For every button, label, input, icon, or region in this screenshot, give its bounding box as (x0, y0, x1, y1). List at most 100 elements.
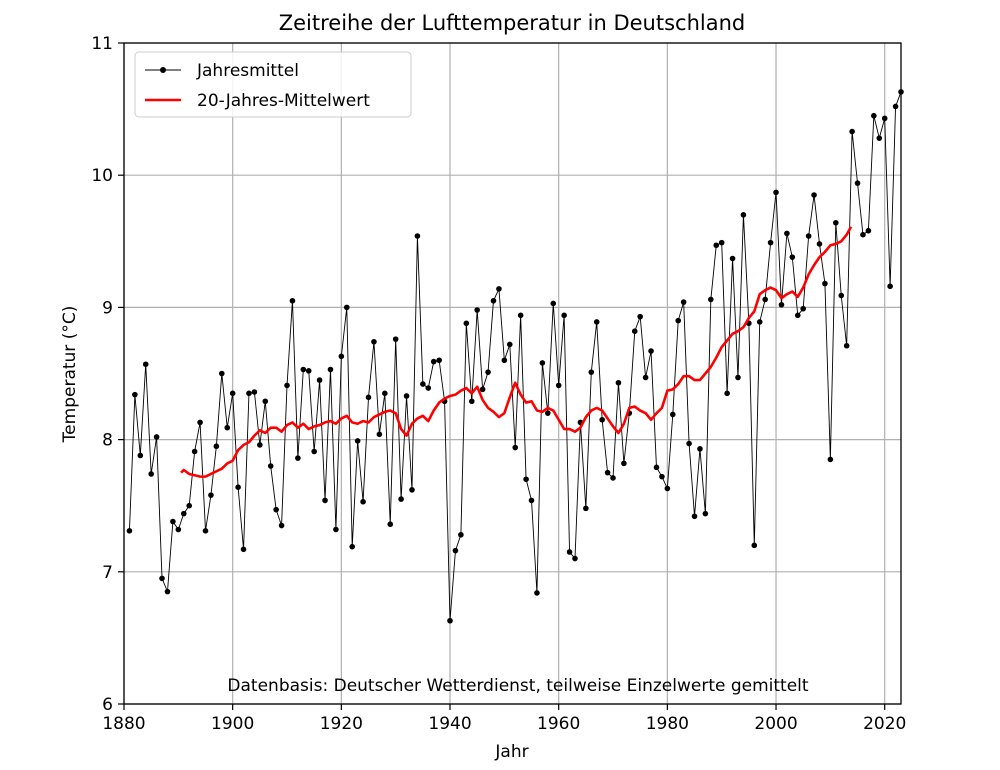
data-point (604, 469, 611, 476)
y-tick-label: 10 (91, 166, 113, 186)
data-point (534, 590, 540, 596)
data-point (316, 377, 323, 383)
data-point (170, 518, 176, 525)
data-point (240, 546, 247, 553)
data-point (789, 254, 796, 260)
legend: Jahresmittel 20-Jahres-Mittelwert (134, 51, 412, 118)
grid (123, 42, 901, 705)
data-point (273, 506, 279, 513)
data-point (197, 419, 203, 426)
data-point (430, 358, 437, 365)
data-point (360, 498, 366, 505)
data-point (729, 255, 736, 262)
data-point (773, 189, 779, 196)
data-point (555, 382, 562, 389)
data-point (186, 502, 192, 509)
data-point (213, 443, 220, 450)
x-axis-label: Jahr (494, 742, 528, 762)
data-point (751, 542, 758, 549)
data-point (740, 212, 747, 218)
data-point (392, 336, 399, 342)
data-point (447, 617, 453, 624)
legend-label-jahresmittel: Jahresmittel (196, 61, 299, 81)
data-point (202, 528, 209, 534)
data-point (664, 485, 671, 492)
data-source-annotation: Datenbasis: Deutscher Wetterdienst, teil… (227, 676, 808, 696)
data-point (653, 464, 660, 471)
data-point (843, 342, 850, 349)
data-point (262, 398, 269, 405)
data-point (284, 382, 290, 389)
data-point (528, 497, 535, 504)
x-tick-label: 1940 (428, 714, 471, 734)
data-point (349, 543, 356, 550)
series-line-20-jahres-mittelwert (180, 226, 853, 478)
y-tick-label: 9 (102, 298, 113, 318)
data-point (387, 521, 394, 528)
data-point (724, 390, 730, 397)
data-point (588, 369, 595, 375)
data-point (333, 526, 339, 533)
data-point (267, 463, 274, 469)
data-point (159, 575, 165, 582)
y-tick-label: 11 (91, 34, 113, 54)
data-point (838, 292, 845, 299)
y-axis-ticks: 6 7 8 9 10 11 (91, 34, 124, 715)
data-point (289, 297, 296, 304)
data-point (860, 231, 866, 238)
data-point (561, 312, 567, 319)
data-point (615, 379, 622, 386)
data-point (805, 233, 812, 239)
data-point (523, 476, 529, 483)
x-tick-label: 1960 (537, 714, 580, 734)
data-point (708, 296, 714, 303)
data-point (382, 390, 388, 397)
data-point (132, 391, 138, 398)
data-point (425, 385, 432, 391)
data-point (219, 370, 225, 377)
data-point (637, 313, 643, 320)
data-point (414, 233, 421, 239)
data-point (436, 357, 442, 364)
data-point (887, 283, 893, 290)
y-tick-label: 8 (102, 431, 113, 451)
data-point (311, 448, 317, 455)
data-point (403, 393, 410, 399)
data-point (800, 305, 806, 312)
data-point (545, 410, 551, 416)
y-tick-label: 7 (102, 563, 113, 583)
chart-title: Zeitreihe der Lufttemperatur in Deutschl… (279, 11, 745, 35)
legend-box (134, 51, 412, 118)
data-point (235, 484, 241, 490)
data-point (539, 360, 546, 366)
data-point (713, 242, 720, 249)
series-points-jahresmittel (126, 89, 904, 624)
data-point (322, 497, 328, 504)
data-point (648, 348, 654, 354)
data-point (827, 456, 834, 463)
data-point (822, 280, 828, 287)
data-point (675, 317, 682, 324)
data-point (593, 319, 600, 325)
y-tick-label: 6 (102, 695, 113, 715)
data-point (420, 381, 426, 387)
data-point (191, 448, 198, 455)
x-tick-label: 1880 (102, 714, 145, 734)
data-point (148, 471, 154, 477)
data-point (153, 434, 160, 440)
data-point (610, 475, 616, 481)
data-point (881, 115, 888, 122)
data-point (208, 492, 214, 498)
data-point (642, 374, 649, 381)
data-point (327, 366, 334, 373)
data-point (854, 180, 861, 186)
plot-area (126, 89, 904, 624)
data-point (892, 103, 899, 110)
data-point (458, 531, 464, 538)
data-point (659, 473, 665, 480)
data-point (512, 444, 519, 451)
data-point (718, 239, 725, 246)
data-point (697, 446, 703, 452)
data-point (669, 411, 676, 418)
x-tick-label: 1920 (320, 714, 363, 734)
